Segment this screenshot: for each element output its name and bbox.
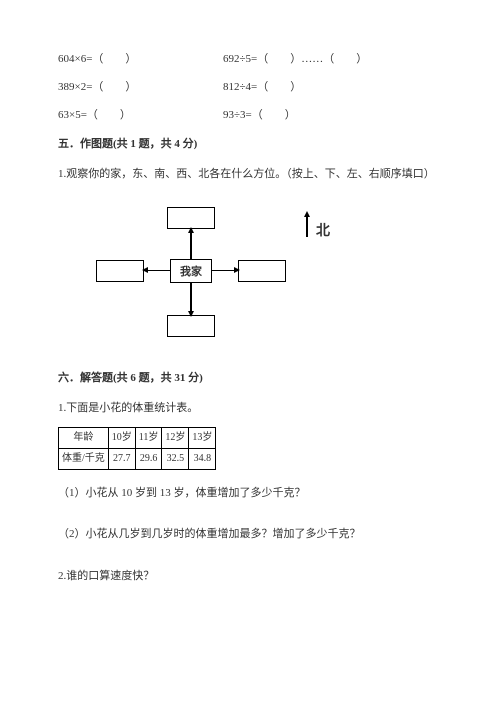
section-6-q1-sub1: （1）小花从 10 岁到 13 岁，体重增加了多少千克？ (58, 484, 442, 504)
table-cell: 10岁 (108, 427, 135, 448)
table-cell: 11岁 (135, 427, 162, 448)
north-arrow-icon (304, 211, 310, 217)
diagram-top-box (167, 207, 215, 229)
equation-row-3: 63×5=（ ） 93÷3=（ ） (58, 106, 442, 126)
table-cell: 12岁 (162, 427, 189, 448)
table-cell: 体重/千克 (59, 448, 109, 469)
table-cell: 13岁 (189, 427, 216, 448)
section-6-q2: 2.谁的口算速度快？ (58, 567, 442, 587)
equation-row-1: 604×6=（ ） 692÷5=（ ）……（ ） (58, 50, 442, 70)
equation-1-right: 692÷5=（ ）……（ ） (223, 50, 442, 70)
diagram-right-box (238, 260, 286, 282)
section-5-title: 五．作图题(共 1 题，共 4 分) (58, 135, 442, 155)
table-cell: 29.6 (135, 448, 162, 469)
weight-table: 年龄 10岁 11岁 12岁 13岁 体重/千克 27.7 29.6 32.5 … (58, 427, 216, 470)
arrow-left-icon (142, 267, 148, 273)
arrow-right-icon (234, 267, 240, 273)
north-line (306, 215, 308, 237)
compass-diagram: 我家 北 (88, 199, 318, 349)
equation-row-2: 389×2=（ ） 812÷4=（ ） (58, 78, 442, 98)
equation-2-right: 812÷4=（ ） (223, 78, 442, 98)
diagram-left-box (96, 260, 144, 282)
table-cell: 32.5 (162, 448, 189, 469)
table-row: 体重/千克 27.7 29.6 32.5 34.8 (59, 448, 216, 469)
section-6-q1-intro: 1.下面是小花的体重统计表。 (58, 399, 442, 419)
section-6-title: 六．解答题(共 6 题，共 31 分) (58, 369, 442, 389)
arrow-up-icon (188, 227, 194, 233)
equation-1-left: 604×6=（ ） (58, 50, 223, 70)
table-cell: 27.7 (108, 448, 135, 469)
equation-2-left: 389×2=（ ） (58, 78, 223, 98)
table-cell: 年龄 (59, 427, 109, 448)
arrow-down-icon (188, 311, 194, 317)
equation-3-right: 93÷3=（ ） (223, 106, 442, 126)
north-label: 北 (316, 219, 330, 244)
table-row: 年龄 10岁 11岁 12岁 13岁 (59, 427, 216, 448)
diagram-center-box: 我家 (170, 259, 212, 283)
section-6-q1-sub2: （2）小花从几岁到几岁时的体重增加最多？增加了多少千克？ (58, 525, 442, 545)
diagram-line-top (190, 229, 192, 259)
table-cell: 34.8 (189, 448, 216, 469)
equation-3-left: 63×5=（ ） (58, 106, 223, 126)
diagram-bottom-box (167, 315, 215, 337)
section-5-question-1: 1.观察你的家，东、南、西、北各在什么方位。（按上、下、左、右顺序填口） (58, 165, 442, 185)
